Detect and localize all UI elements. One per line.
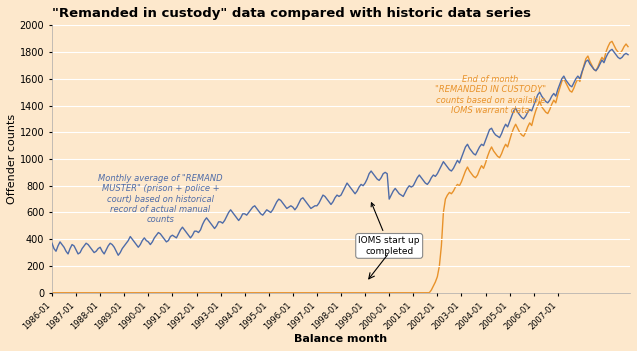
Text: IOMS start up
completed: IOMS start up completed [359,203,420,256]
X-axis label: Balance month: Balance month [294,334,387,344]
Text: "Remanded in custody" data compared with historic data series: "Remanded in custody" data compared with… [52,7,531,20]
Y-axis label: Offender counts: Offender counts [7,114,17,204]
Text: End of month
"REMANDED IN CUSTODY"
counts based on available
IOMS warrant data: End of month "REMANDED IN CUSTODY" count… [435,75,546,115]
Text: Monthly average of "REMAND
MUSTER" (prison + police +
court) based on historical: Monthly average of "REMAND MUSTER" (pris… [98,174,223,224]
